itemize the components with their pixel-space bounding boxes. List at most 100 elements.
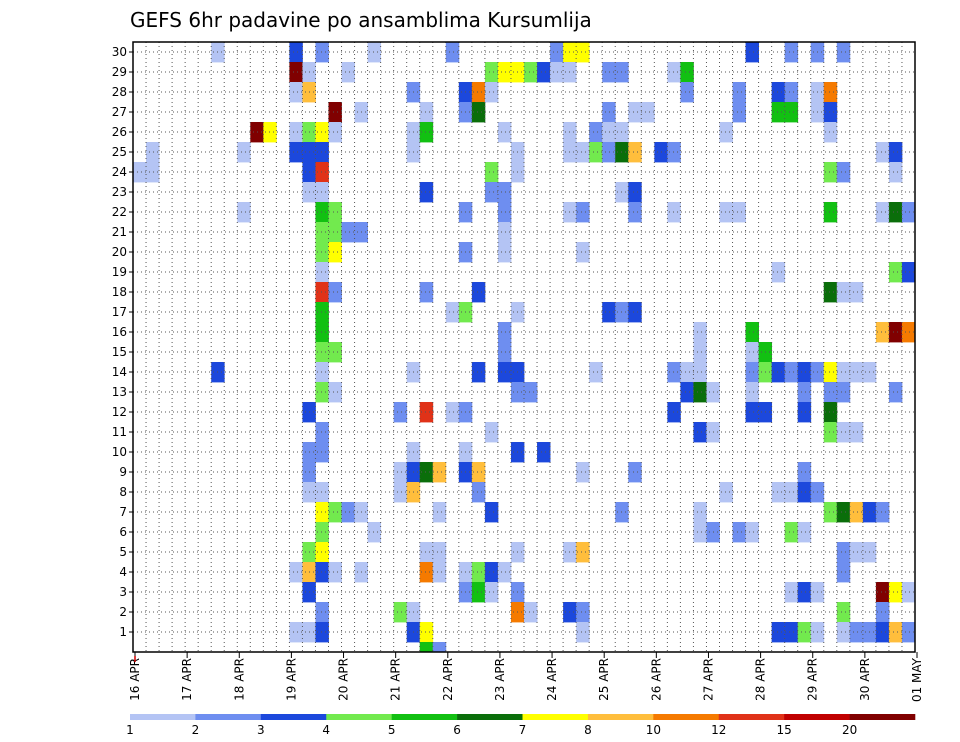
precip-cell [849, 502, 864, 523]
precip-cell [836, 622, 851, 643]
precip-cell [836, 42, 851, 63]
precip-cell [667, 142, 681, 163]
colorbar-label: 4 [322, 723, 330, 737]
precip-cell [419, 622, 434, 643]
colorbar-label: 8 [584, 723, 592, 737]
y-axis: 1234567891011121314151617181920212223242… [112, 45, 133, 639]
precip-cell [823, 422, 838, 443]
precip-cell [289, 42, 303, 63]
y-tick-label: 4 [119, 565, 127, 579]
y-tick-label: 26 [112, 125, 127, 139]
precip-cell [667, 62, 681, 83]
precip-cell [289, 562, 303, 583]
precip-cell [823, 362, 838, 383]
precip-cell [836, 382, 851, 403]
precip-cell [732, 202, 746, 223]
precip-cell [888, 262, 903, 283]
precip-cell [823, 102, 838, 123]
precip-cell [328, 102, 342, 123]
precip-cell [471, 82, 486, 103]
precip-cell [289, 122, 303, 143]
precip-cell [680, 82, 694, 103]
y-tick-label: 30 [112, 45, 127, 59]
precip-cell [901, 622, 916, 643]
precip-cell [693, 422, 707, 443]
precip-cell [823, 82, 838, 103]
precip-cell [745, 322, 759, 343]
colorbar-segment [849, 714, 916, 720]
precip-cell [836, 422, 851, 443]
precip-cell [823, 162, 838, 183]
colorbar-label: 15 [777, 723, 792, 737]
precip-cell [537, 442, 551, 463]
precip-cell [732, 82, 746, 103]
y-tick-label: 11 [112, 425, 127, 439]
precip-cell [680, 362, 694, 383]
precip-cell [693, 362, 707, 383]
precip-cell [328, 222, 342, 243]
precip-cell [471, 282, 486, 303]
precip-cell [602, 302, 616, 323]
precip-cell [432, 502, 447, 523]
precip-cell [237, 142, 251, 163]
precip-cell [367, 522, 382, 543]
precip-cell [328, 122, 342, 143]
precip-cell [341, 222, 355, 243]
precip-cell [784, 42, 799, 63]
precip-cell [524, 62, 538, 83]
precip-cell [315, 162, 329, 183]
y-tick-label: 17 [112, 305, 127, 319]
precip-cell [784, 622, 799, 643]
x-tick-label: 01 MAY [910, 657, 924, 702]
precip-cell [484, 502, 499, 523]
x-tick-label: 22 APR [441, 658, 455, 701]
precip-cell [823, 382, 838, 403]
precip-cell [237, 202, 251, 223]
precip-cell [484, 62, 499, 83]
precip-cell [315, 482, 329, 503]
precip-cell [471, 582, 486, 603]
y-tick-label: 7 [119, 505, 127, 519]
y-tick-label: 14 [112, 365, 127, 379]
precip-cell [484, 182, 499, 203]
precip-cell [393, 602, 408, 623]
y-tick-label: 22 [112, 205, 127, 219]
precip-cell [315, 562, 329, 583]
precip-cell [771, 102, 786, 123]
precip-cell [471, 362, 486, 383]
precip-cell [901, 322, 916, 343]
precip-cell [497, 242, 512, 263]
y-tick-label: 23 [112, 185, 127, 199]
precip-cell [419, 282, 434, 303]
precip-cell [823, 282, 838, 303]
y-tick-label: 24 [112, 165, 127, 179]
precip-cell [445, 402, 460, 423]
precip-cell [589, 362, 603, 383]
x-tick-label: 25 APR [597, 658, 611, 701]
precip-cell [419, 182, 434, 203]
precip-cell [836, 502, 851, 523]
precip-cell [419, 642, 434, 653]
colorbar-label: 7 [519, 723, 527, 737]
precip-cell [576, 542, 590, 563]
precip-cell [471, 462, 486, 483]
y-tick-label: 16 [112, 325, 127, 339]
precip-cell [888, 202, 903, 223]
x-tick-label: 30 APR [858, 658, 872, 701]
precip-cell [628, 102, 642, 123]
precip-cell [576, 242, 590, 263]
precip-cell [797, 582, 812, 603]
precip-cell [315, 142, 329, 163]
precip-cell [667, 202, 681, 223]
precip-cell [471, 562, 486, 583]
precip-cell [732, 522, 746, 543]
precip-cell [550, 62, 564, 83]
colorbar-segment [326, 714, 392, 720]
y-tick-label: 10 [112, 445, 127, 459]
colorbar-segment [391, 714, 458, 720]
heatmap-cells [133, 42, 916, 653]
precip-cell [315, 222, 329, 243]
precip-cell [693, 342, 707, 363]
y-tick-label: 13 [112, 385, 127, 399]
y-tick-label: 6 [119, 525, 127, 539]
